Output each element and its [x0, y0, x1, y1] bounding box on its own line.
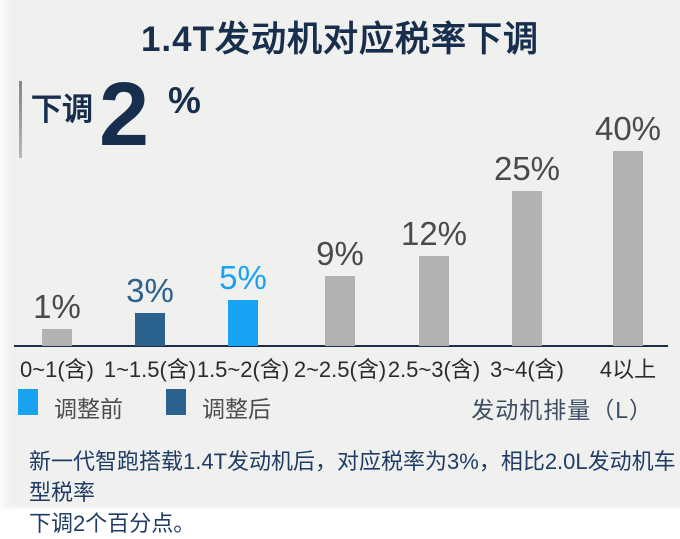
legend-swatch: [18, 389, 38, 415]
bar-4以上: [613, 151, 643, 346]
callout-label: 下调: [31, 92, 93, 127]
x-tick-label: 4以上: [599, 357, 657, 382]
page-title: 1.4T发动机对应税率下调: [140, 20, 540, 59]
bar-value-label: 12%: [400, 215, 468, 252]
bar-value-label: 1%: [33, 288, 81, 325]
bar-2.5~3(含): [419, 256, 449, 346]
callout-number: 2: [99, 65, 150, 165]
bar-1.5~2(含): [228, 300, 258, 346]
x-tick-label: 2~2.5(含): [293, 357, 387, 382]
footnote: 新一代智跑搭载1.4T发动机后，对应税率为3%，相比2.0L发动机车型税率 下调…: [29, 446, 680, 539]
callout-rule: [19, 81, 22, 158]
bottom-edge-vignette: [0, 505, 680, 510]
bar-3~4(含): [512, 191, 542, 346]
x-tick-label: 2.5~3(含): [387, 357, 481, 382]
callout-percent-sign: %: [168, 80, 201, 121]
x-tick-label: 1~1.5(含): [103, 357, 197, 382]
bar-value-label: 25%: [493, 150, 561, 187]
legend-swatch: [166, 389, 186, 415]
footnote-line: 下调2个百分点。: [29, 511, 196, 536]
bar-value-label: 9%: [316, 235, 364, 272]
bar-value-label: 5%: [219, 259, 267, 296]
x-axis-title: 发动机排量（L）: [471, 397, 653, 423]
legend-label: 调整前: [54, 396, 123, 422]
bar-chart: 1% 3% 5% 9% 12% 25% 40% 0~1(含) 1~1.5(含) 1.5~2(含)…: [14, 110, 668, 382]
footnote-line: 新一代智跑搭载1.4T发动机后，对应税率为3%，相比2.0L发动机车型税率: [29, 449, 676, 505]
x-tick-label: 1.5~2(含): [196, 357, 290, 382]
legend-label: 调整后: [202, 396, 271, 422]
x-tick-label: 3~4(含): [490, 357, 564, 382]
bar-0~1(含): [42, 329, 72, 346]
left-edge-vignette: [0, 0, 11, 510]
bar-value-label: 3%: [126, 272, 174, 309]
x-axis-line: [14, 345, 668, 347]
x-tick-label: 0~1(含): [20, 357, 94, 382]
bar-2~2.5(含): [325, 276, 355, 346]
bar-1~1.5(含): [135, 313, 165, 346]
bar-value-label: 40%: [594, 110, 662, 147]
